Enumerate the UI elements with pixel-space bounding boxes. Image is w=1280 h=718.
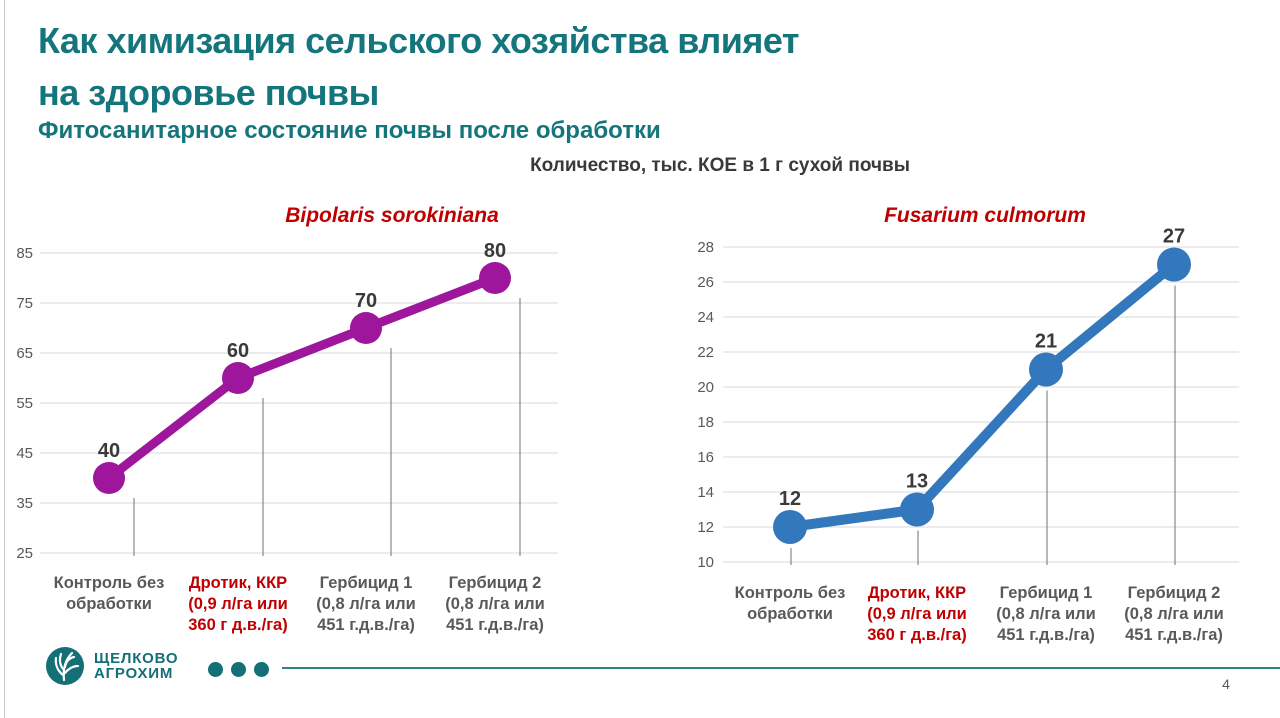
category-label: Гербицид 1 (0,8 л/га или 451 г.д.в./га) bbox=[316, 574, 415, 634]
logo-wordmark-line1: ЩЕЛКОВО bbox=[94, 650, 179, 667]
footer-divider bbox=[282, 667, 1280, 669]
slide-subtitle: Фитосанитарное состояние почвы после обр… bbox=[38, 117, 661, 144]
y-tick-label: 75 bbox=[16, 295, 33, 312]
y-tick-label: 55 bbox=[16, 395, 33, 412]
category-label: Гербицид 2 (0,8 л/га или 451 г.д.в./га) bbox=[445, 574, 544, 634]
y-tick-label: 10 bbox=[697, 554, 714, 571]
data-label: 12 bbox=[779, 488, 801, 510]
y-tick-label: 18 bbox=[697, 414, 714, 431]
data-point bbox=[93, 462, 125, 494]
y-tick-label: 45 bbox=[16, 445, 33, 462]
category-label: Дротик, ККР (0,9 л/га или 360 г д.в./га) bbox=[867, 584, 966, 644]
y-tick-label: 28 bbox=[697, 239, 714, 256]
data-point bbox=[479, 262, 511, 294]
y-tick-label: 26 bbox=[697, 274, 714, 291]
footer-dot-3 bbox=[254, 662, 269, 677]
y-tick-label: 24 bbox=[697, 309, 714, 326]
data-label: 40 bbox=[98, 440, 120, 462]
data-point bbox=[1029, 352, 1063, 387]
footer-dot-1 bbox=[208, 662, 223, 677]
chart-1-plot: 25 35 45 55 65 75 85 40 60 70 80 Контроль без обрабо… bbox=[16, 240, 558, 634]
y-tick-label: 14 bbox=[697, 484, 714, 501]
category-label: Гербицид 1 (0,8 л/га или 451 г.д.в./га) bbox=[996, 584, 1095, 644]
category-label: Дротик, ККР (0,9 л/га или 360 г д.в./га) bbox=[188, 574, 287, 634]
chart2-title: Fusarium culmorum bbox=[884, 204, 1086, 227]
y-tick-label: 12 bbox=[697, 519, 714, 536]
logo-wordmark-line2: АГРОХИМ bbox=[94, 665, 174, 682]
slide-left-border bbox=[4, 0, 5, 718]
category-label: Контроль без обработки bbox=[54, 574, 165, 613]
data-point bbox=[350, 312, 382, 344]
data-point bbox=[773, 510, 807, 544]
data-label: 70 bbox=[355, 290, 377, 312]
units-caption: Количество, тыс. КОЕ в 1 г сухой почвы bbox=[530, 155, 910, 176]
category-label: Гербицид 2 (0,8 л/га или 451 г.д.в./га) bbox=[1124, 584, 1223, 644]
y-tick-label: 35 bbox=[16, 495, 33, 512]
logo-wordmark: ЩЕЛКОВО АГРОХИМ bbox=[94, 651, 178, 681]
data-label: 13 bbox=[906, 471, 928, 493]
data-label: 21 bbox=[1035, 331, 1057, 353]
y-tick-label: 25 bbox=[16, 545, 33, 562]
y-tick-label: 16 bbox=[697, 449, 714, 466]
chart1-title: Bipolaris sorokiniana bbox=[285, 204, 499, 227]
chart-2-plot: 10 12 14 16 18 20 22 24 26 28 12 13 21 27 Контроль без… bbox=[697, 226, 1239, 644]
logo-icon bbox=[46, 647, 84, 685]
slide-title-line2: на здоровье почвы bbox=[38, 72, 379, 113]
page-number: 4 bbox=[1222, 676, 1230, 692]
series-line bbox=[104, 273, 500, 483]
y-tick-label: 22 bbox=[697, 344, 714, 361]
slide-title-line1: Как химизация сельского хозяйства влияет bbox=[38, 20, 800, 61]
data-point bbox=[222, 362, 254, 394]
category-label: Контроль без обработки bbox=[735, 584, 846, 623]
y-tick-label: 20 bbox=[697, 379, 714, 396]
series-line bbox=[785, 259, 1179, 532]
data-label: 60 bbox=[227, 340, 249, 362]
y-tick-label: 65 bbox=[16, 345, 33, 362]
data-point bbox=[1157, 247, 1191, 282]
data-label: 80 bbox=[484, 240, 506, 262]
data-point bbox=[900, 492, 934, 527]
y-tick-label: 85 bbox=[16, 245, 33, 262]
footer-dot-2 bbox=[231, 662, 246, 677]
data-label: 27 bbox=[1163, 226, 1185, 248]
